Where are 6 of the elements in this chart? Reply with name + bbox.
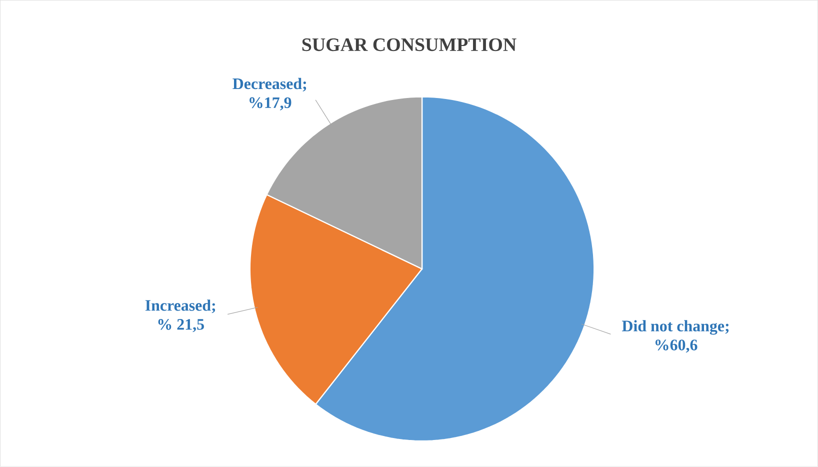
text: %60,6 bbox=[656, 340, 698, 353]
chart-title: SUGAR CONSUMPTION bbox=[302, 38, 516, 52]
slice-label: Did not change bbox=[622, 320, 724, 335]
slice-label: Increased bbox=[145, 300, 211, 311]
slice-label: Decreased bbox=[232, 78, 302, 90]
text: ; bbox=[725, 324, 729, 334]
